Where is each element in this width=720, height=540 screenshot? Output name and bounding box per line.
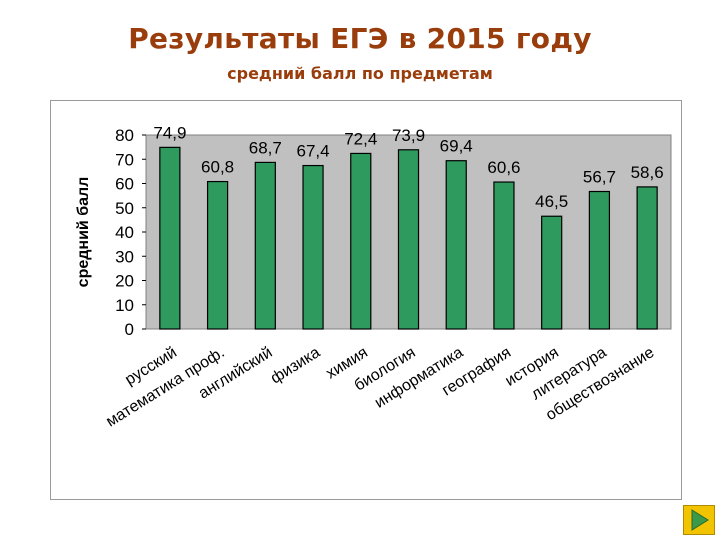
bar xyxy=(541,215,563,330)
bar xyxy=(636,186,658,330)
bar xyxy=(206,180,229,330)
data-label: 67,4 xyxy=(296,142,329,161)
bar xyxy=(397,149,420,330)
bar xyxy=(493,181,515,330)
y-tick-label: 50 xyxy=(115,199,134,218)
bar xyxy=(302,164,324,330)
y-tick-label: 80 xyxy=(115,126,134,145)
category-label: физика xyxy=(268,344,323,387)
data-label: 60,8 xyxy=(201,158,234,177)
y-tick-label: 70 xyxy=(115,150,134,169)
bar xyxy=(588,190,611,330)
page-subtitle: средний балл по предметам xyxy=(227,64,493,83)
data-label: 46,5 xyxy=(535,192,568,211)
y-tick-label: 0 xyxy=(125,320,134,339)
bar xyxy=(159,146,181,330)
bar xyxy=(350,152,372,330)
page-title: Результаты ЕГЭ в 2015 году xyxy=(128,22,592,55)
y-tick-label: 60 xyxy=(115,175,134,194)
data-label: 56,7 xyxy=(583,168,616,187)
y-tick-label: 40 xyxy=(115,223,134,242)
y-axis-label: средний балл xyxy=(75,177,92,288)
triangle-right-icon xyxy=(691,509,709,531)
data-label: 74,9 xyxy=(153,123,186,142)
next-slide-button[interactable] xyxy=(683,505,715,535)
y-tick-label: 30 xyxy=(115,247,134,266)
y-tick-label: 10 xyxy=(115,296,134,315)
data-label: 58,6 xyxy=(631,163,664,182)
data-label: 72,4 xyxy=(344,129,377,148)
y-tick-label: 20 xyxy=(115,272,134,291)
chart-container: 0 10 20 30 40 50 60 70 80 средний балл 74,9 русский… xyxy=(50,100,682,500)
data-label: 68,7 xyxy=(249,138,282,157)
bar xyxy=(254,161,276,330)
data-label: 73,9 xyxy=(392,126,425,145)
bar xyxy=(445,160,467,330)
data-label: 60,6 xyxy=(487,158,520,177)
data-label: 69,4 xyxy=(440,137,473,156)
